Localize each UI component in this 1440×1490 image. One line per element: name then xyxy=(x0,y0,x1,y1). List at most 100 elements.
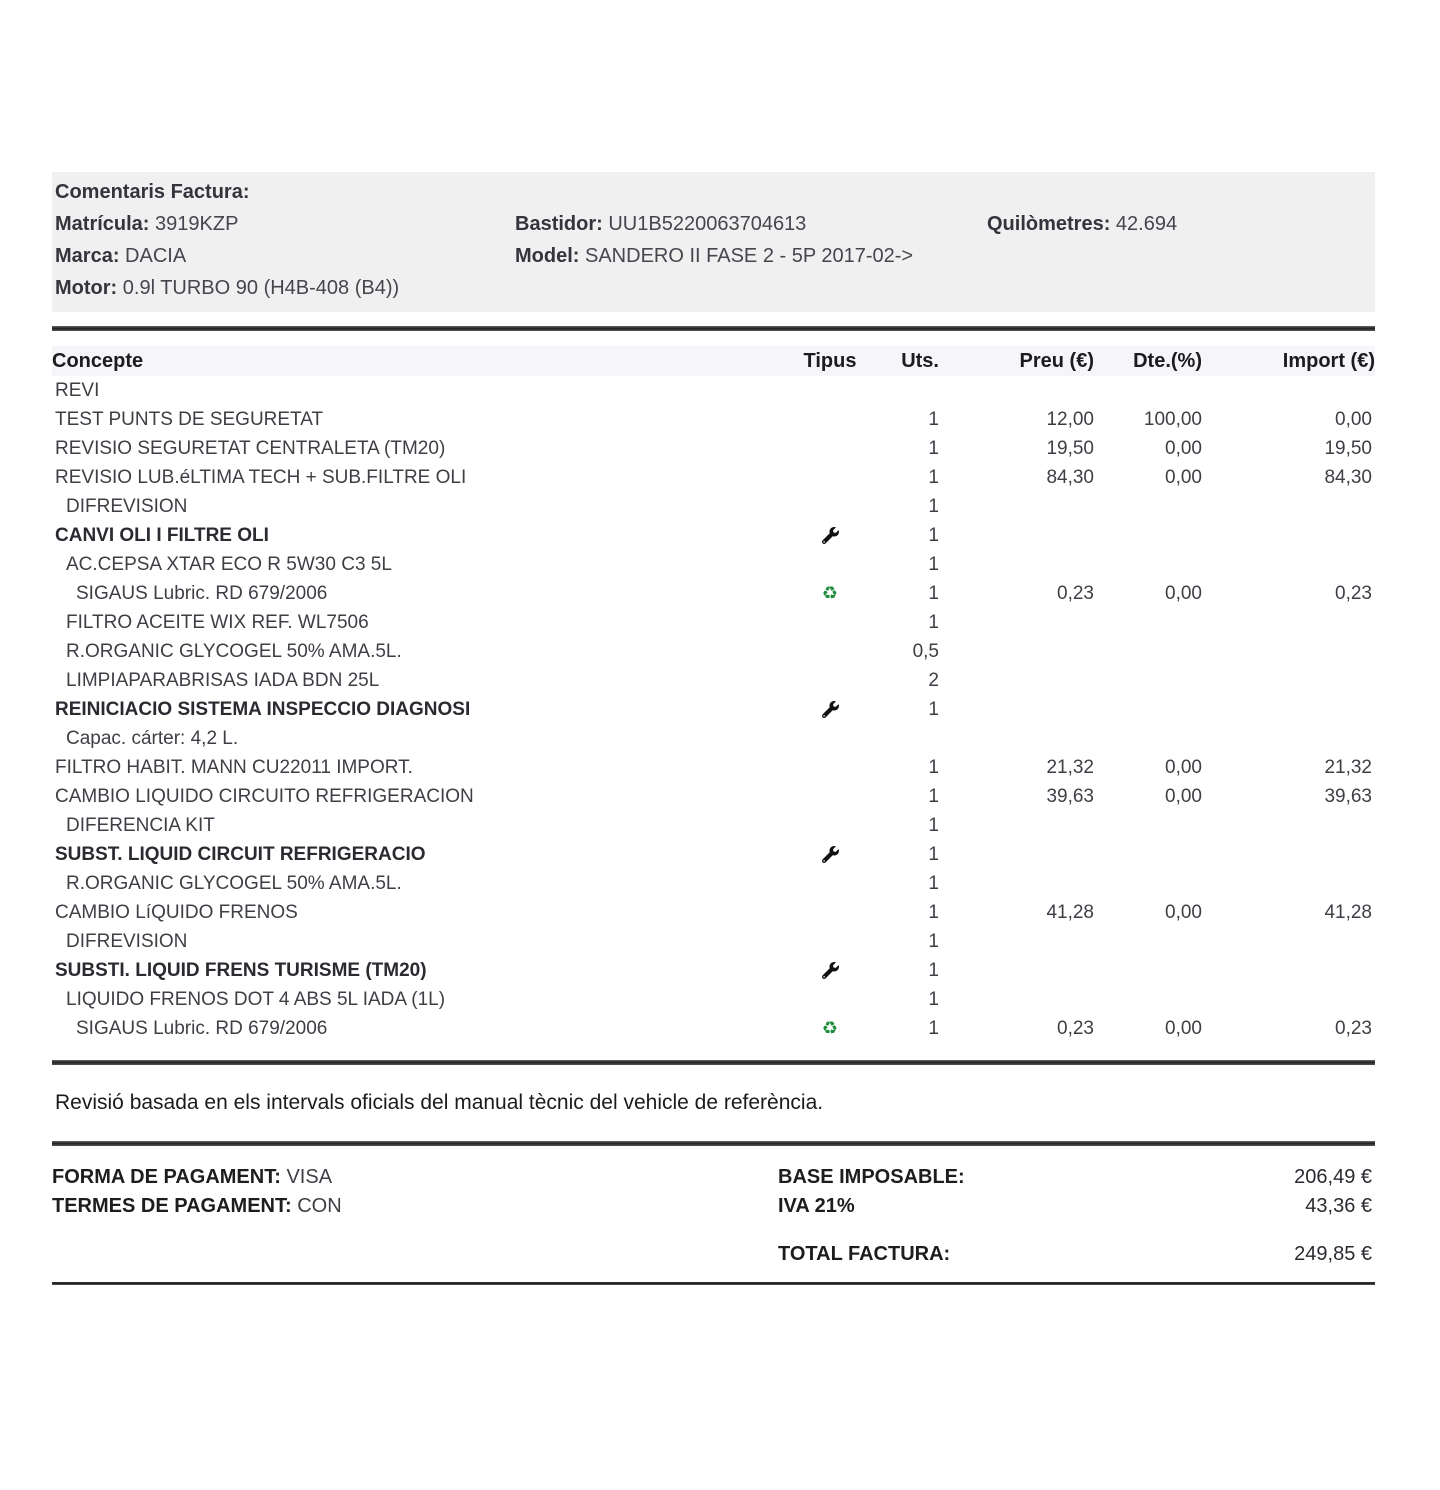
matricula-value: 3919KZP xyxy=(155,213,239,235)
item-type-empty xyxy=(797,869,863,898)
item-amount xyxy=(1202,840,1375,869)
item-amount xyxy=(1202,666,1375,695)
item-discount: 0,00 xyxy=(1165,582,1202,604)
item-amount xyxy=(1202,521,1375,550)
item-amount xyxy=(1202,927,1375,956)
item-discount xyxy=(1094,840,1202,869)
item-price xyxy=(939,695,1094,724)
item-units: 2 xyxy=(928,669,939,691)
motor-value: 0.9l TURBO 90 (H4B-408 (B4)) xyxy=(122,277,400,299)
item-row: CAMBIO LíQUIDO FRENOS 1 41,28 0,00 41,28 xyxy=(52,898,1375,927)
item-amount: 21,32 xyxy=(1324,756,1372,778)
item-amount xyxy=(1202,492,1375,521)
item-discount: 0,00 xyxy=(1165,466,1202,488)
item-discount: 100,00 xyxy=(1143,408,1202,430)
wrench-icon xyxy=(797,521,863,550)
recycle-icon: ♻ xyxy=(821,1017,839,1039)
base-imposable-label: BASE IMPOSABLE: xyxy=(778,1166,965,1188)
spacer-cell xyxy=(987,240,1365,272)
item-price xyxy=(939,521,1094,550)
item-row: Capac. cárter: 4,2 L. xyxy=(52,724,1375,753)
item-units: 1 xyxy=(928,843,939,865)
item-type-empty xyxy=(797,753,863,782)
item-discount xyxy=(1094,956,1202,985)
item-units: 1 xyxy=(928,1017,939,1039)
item-row: TEST PUNTS DE SEGURETAT 1 12,00 100,00 0,00 xyxy=(52,405,1375,434)
item-amount xyxy=(1202,956,1375,985)
item-concept: LIQUIDO FRENOS DOT 4 ABS 5L IADA (1L) xyxy=(66,988,446,1010)
item-units: 1 xyxy=(928,524,939,546)
item-price xyxy=(939,492,1094,521)
item-concept: SIGAUS Lubric. RD 679/2006 xyxy=(76,582,328,604)
forma-pagament-label: FORMA DE PAGAMENT: xyxy=(52,1166,281,1188)
item-amount xyxy=(1202,724,1375,753)
item-amount: 19,50 xyxy=(1324,437,1372,459)
item-type-empty xyxy=(797,550,863,579)
wrench-icon xyxy=(797,840,863,869)
termes-pagament-line: TERMES DE PAGAMENT: CON xyxy=(52,1192,778,1221)
item-discount xyxy=(1094,637,1202,666)
item-row: LIMPIAPARABRISAS IADA BDN 25L 2 xyxy=(52,666,1375,695)
item-price xyxy=(939,666,1094,695)
divider-rule-bottom xyxy=(52,1282,1375,1285)
divider-rule-after-items xyxy=(52,1060,1375,1065)
item-discount xyxy=(1094,550,1202,579)
item-discount: 0,00 xyxy=(1165,901,1202,923)
item-row: LIQUIDO FRENOS DOT 4 ABS 5L IADA (1L) 1 xyxy=(52,985,1375,1014)
item-concept: SUBST. LIQUID CIRCUIT REFRIGERACIO xyxy=(55,843,426,865)
item-concept: SUBSTI. LIQUID FRENS TURISME (TM20) xyxy=(55,959,427,981)
item-amount: 41,28 xyxy=(1324,901,1372,923)
item-discount xyxy=(1094,376,1202,405)
item-units: 1 xyxy=(928,988,939,1010)
item-type-empty xyxy=(797,463,863,492)
item-discount xyxy=(1094,985,1202,1014)
marca-value: DACIA xyxy=(125,245,187,267)
item-price xyxy=(939,550,1094,579)
item-discount: 0,00 xyxy=(1165,785,1202,807)
item-concept: REINICIACIO SISTEMA INSPECCIO DIAGNOSI xyxy=(55,698,471,720)
bastidor-label: Bastidor: xyxy=(515,213,603,235)
total-factura-row: TOTAL FACTURA: 249,85 € xyxy=(778,1240,1375,1269)
item-concept: CANVI OLI I FILTRE OLI xyxy=(55,524,269,546)
item-discount xyxy=(1094,724,1202,753)
item-amount: 0,00 xyxy=(1335,408,1372,430)
item-amount: 39,63 xyxy=(1324,785,1372,807)
item-units: 1 xyxy=(928,408,939,430)
item-concept: TEST PUNTS DE SEGURETAT xyxy=(55,408,324,430)
item-price xyxy=(939,637,1094,666)
item-type-empty xyxy=(797,898,863,927)
item-price: 19,50 xyxy=(1046,437,1094,459)
item-type-empty xyxy=(797,666,863,695)
total-factura-label: TOTAL FACTURA: xyxy=(778,1243,951,1265)
item-concept: SIGAUS Lubric. RD 679/2006 xyxy=(76,1017,328,1039)
item-row: SIGAUS Lubric. RD 679/2006 ♻ 1 0,23 0,00 0,23 xyxy=(52,579,1375,608)
item-price xyxy=(939,956,1094,985)
item-type-empty xyxy=(797,985,863,1014)
vehicle-info-grid: Matrícula: 3919KZP Bastidor: UU1B5220063… xyxy=(55,208,1365,304)
payment-info: FORMA DE PAGAMENT: VISA TERMES DE PAGAME… xyxy=(52,1163,778,1269)
item-units xyxy=(863,724,939,753)
item-type-empty xyxy=(797,927,863,956)
recycle-icon: ♻ xyxy=(821,582,839,604)
item-row: REVISIO LUB.éLTIMA TECH + SUB.FILTRE OLI… xyxy=(52,463,1375,492)
item-discount: 0,00 xyxy=(1165,756,1202,778)
divider-rule-before-totals xyxy=(52,1141,1375,1146)
item-concept: AC.CEPSA XTAR ECO R 5W30 C3 5L xyxy=(66,553,392,575)
invoice-page: Comentaris Factura: Matrícula: 3919KZP B… xyxy=(52,172,1375,1285)
quilometres-value: 42.694 xyxy=(1115,213,1178,235)
header-concepte: Concepte xyxy=(52,346,797,376)
invoice-comments-block: Comentaris Factura: Matrícula: 3919KZP B… xyxy=(52,172,1375,312)
item-price xyxy=(939,927,1094,956)
item-concept: DIFREVISION xyxy=(66,495,188,517)
item-row: FILTRO HABIT. MANN CU22011 IMPORT. 1 21,32… xyxy=(52,753,1375,782)
bastidor-value: UU1B5220063704613 xyxy=(608,213,807,235)
invoice-items-table: Concepte Tipus Uts. Preu (€) Dte.(%) Imp… xyxy=(52,346,1375,1043)
item-price: 21,32 xyxy=(1046,756,1094,778)
header-dte: Dte.(%) xyxy=(1094,346,1202,376)
item-price: 41,28 xyxy=(1046,901,1094,923)
item-type-empty xyxy=(797,724,863,753)
item-row: AC.CEPSA XTAR ECO R 5W30 C3 5L 1 xyxy=(52,550,1375,579)
item-row: DIFREVISION 1 xyxy=(52,492,1375,521)
item-discount xyxy=(1094,521,1202,550)
item-discount xyxy=(1094,695,1202,724)
